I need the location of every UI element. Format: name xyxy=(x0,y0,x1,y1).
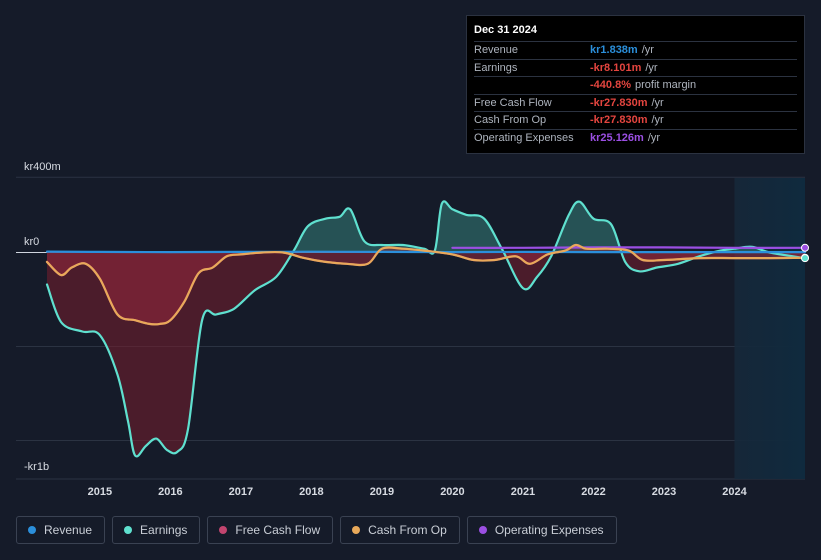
legend-label: Free Cash Flow xyxy=(235,523,321,537)
tooltip-row: Earnings -kr8.101m/yr xyxy=(474,58,797,77)
x-tick-label: 2015 xyxy=(88,486,112,498)
legend-label: Revenue xyxy=(44,523,93,537)
legend: Revenue Earnings Free Cash Flow Cash From O… xyxy=(16,516,617,544)
tooltip-row-unit: /yr xyxy=(651,114,664,127)
tooltip-row-unit: /yr xyxy=(645,61,658,74)
free-cash-flow-area-negative xyxy=(47,252,805,325)
x-tick-label: 2016 xyxy=(158,486,182,498)
x-tick-label: 2024 xyxy=(722,486,747,498)
legend-item-cash-from-op[interactable]: Cash From Op xyxy=(340,516,460,544)
areas xyxy=(47,201,805,457)
tooltip-date: Dec 31 2024 xyxy=(474,24,537,36)
tooltip-row: Cash From Op -kr27.830m/yr xyxy=(474,111,797,129)
y-tick-label: kr0 xyxy=(24,236,39,248)
legend-dot-icon xyxy=(478,526,487,534)
tooltip-row-unit: profit margin xyxy=(634,79,697,92)
forecast-region xyxy=(734,178,805,479)
legend-dot-icon xyxy=(28,526,36,534)
x-tick-label: 2020 xyxy=(440,486,464,498)
operating-expenses-end-marker xyxy=(801,243,809,252)
legend-dot-icon xyxy=(219,526,228,534)
tooltip-row: Free Cash Flow -kr27.830m/yr xyxy=(474,93,797,112)
tooltip-row-label: Earnings xyxy=(474,61,518,74)
legend-item-revenue[interactable]: Revenue xyxy=(16,516,106,544)
cash-from-op-line xyxy=(45,243,807,326)
earnings-area-negative xyxy=(47,252,805,457)
tooltip-row: Operating Expenses kr25.126m/yr xyxy=(474,128,797,147)
x-tick-label: 2017 xyxy=(229,486,253,498)
earnings-line xyxy=(45,200,807,458)
tooltip-row: Revenue kr1.838m/yr xyxy=(474,41,797,59)
x-tick-label: 2019 xyxy=(370,486,394,498)
x-tick-label: 2021 xyxy=(511,486,535,498)
earnings-end-marker xyxy=(801,254,809,263)
legend-dot-icon xyxy=(124,526,133,534)
legend-item-earnings[interactable]: Earnings xyxy=(112,516,201,544)
earnings-area-positive xyxy=(47,201,805,253)
legend-dot-icon xyxy=(352,526,361,534)
tooltip-row-label: Revenue xyxy=(474,44,519,57)
x-tick-label: 2018 xyxy=(299,486,323,498)
tooltip-row-label: Operating Expenses xyxy=(474,131,574,144)
tooltip-row-unit: /yr xyxy=(641,44,654,57)
tooltip-rows: Revenue kr1.838m/yr Earnings -kr8.101m/yr -4… xyxy=(474,41,797,146)
tooltip: Dec 31 2024 Revenue kr1.838m/yr Earnings -k… xyxy=(466,15,805,154)
tooltip-row-label: Free Cash Flow xyxy=(474,96,552,109)
tooltip-row-value: kr1.838m xyxy=(590,44,638,57)
free-cash-flow-area-positive xyxy=(47,244,805,253)
lines xyxy=(45,200,809,458)
legend-item-operating-expenses[interactable]: Operating Expenses xyxy=(466,516,617,544)
tooltip-row-value: kr25.126m xyxy=(590,131,644,144)
legend-label: Earnings xyxy=(140,523,188,537)
y-tick-label: -kr1b xyxy=(24,461,49,473)
tooltip-row-value: -kr27.830m xyxy=(590,114,648,127)
tooltip-row-value: -440.8% xyxy=(590,79,631,92)
tooltip-row-unit: /yr xyxy=(651,96,664,109)
tooltip-row-value: -kr8.101m xyxy=(590,61,642,74)
tooltip-row-label: Cash From Op xyxy=(474,114,547,127)
y-tick-label: kr400m xyxy=(24,161,61,173)
revenue-line xyxy=(45,250,807,254)
tooltip-row-unit: /yr xyxy=(647,131,661,144)
legend-item-free-cash-flow[interactable]: Free Cash Flow xyxy=(207,516,334,544)
x-tick-label: 2023 xyxy=(652,486,676,498)
x-tick-label: 2022 xyxy=(581,486,605,498)
tooltip-row-value: -kr27.830m xyxy=(590,96,648,109)
legend-label: Cash From Op xyxy=(368,523,447,537)
legend-label: Operating Expenses xyxy=(494,523,604,537)
axis-labels: kr400m kr0 -kr1b 2015 2016 2017 2018 2019 2020 20… xyxy=(24,161,748,498)
tooltip-row: -440.8% profit margin xyxy=(474,76,797,94)
